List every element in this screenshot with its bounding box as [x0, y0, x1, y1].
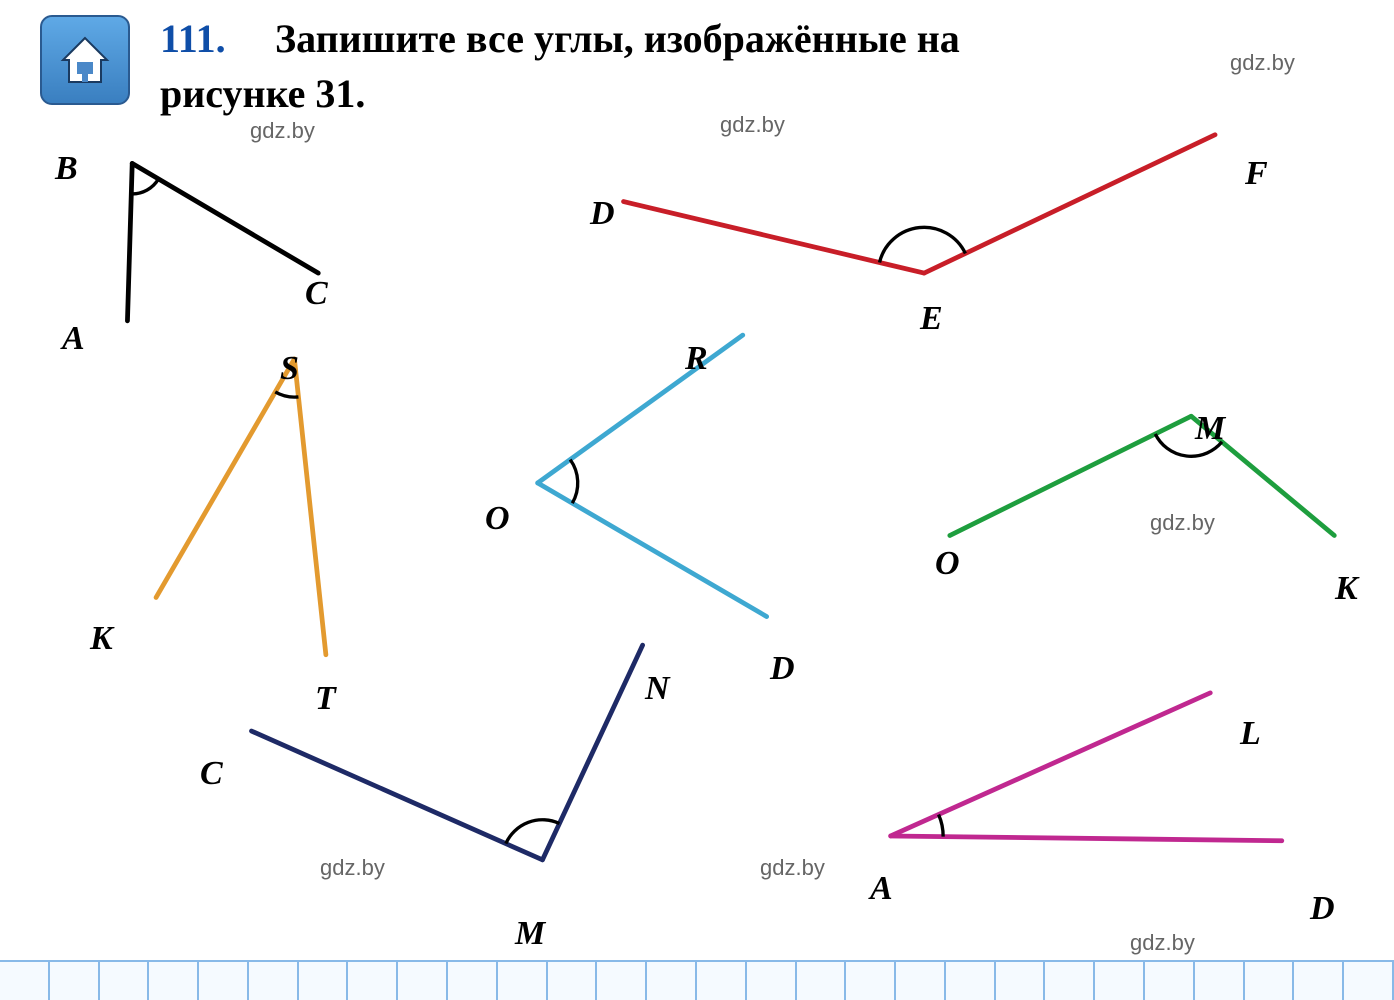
point-label-L: L — [1240, 715, 1261, 753]
point-label-D: D — [1310, 890, 1335, 928]
grid-cell — [1245, 960, 1295, 1000]
grid-cell — [249, 960, 299, 1000]
watermark: gdz.by — [1230, 50, 1295, 76]
point-label-F: F — [1245, 155, 1268, 193]
grid-cell — [50, 960, 100, 1000]
grid-cell — [1095, 960, 1145, 1000]
grid-ruler — [0, 960, 1394, 1000]
grid-cell — [100, 960, 150, 1000]
grid-cell — [1145, 960, 1195, 1000]
grid-cell — [1294, 960, 1344, 1000]
grid-cell — [896, 960, 946, 1000]
point-label-S: S — [280, 350, 299, 388]
grid-cell — [199, 960, 249, 1000]
point-label-O: O — [485, 500, 510, 538]
point-label-A: A — [870, 870, 893, 908]
grid-cell — [1344, 960, 1394, 1000]
grid-cell — [149, 960, 199, 1000]
grid-cell — [946, 960, 996, 1000]
point-label-R: R — [685, 340, 708, 378]
grid-cell — [747, 960, 797, 1000]
page-container: 111. Запишите все углы, изображённые на … — [0, 0, 1394, 1000]
problem-number: 111. — [160, 15, 226, 62]
grid-cell — [797, 960, 847, 1000]
point-label-M: M — [1195, 410, 1225, 448]
grid-cell — [846, 960, 896, 1000]
point-label-A: A — [62, 320, 85, 358]
grid-cell — [548, 960, 598, 1000]
house-icon — [40, 15, 130, 105]
grid-cell — [1195, 960, 1245, 1000]
point-label-T: T — [315, 680, 336, 718]
point-label-C: C — [305, 275, 328, 313]
grid-cell — [647, 960, 697, 1000]
grid-cell — [448, 960, 498, 1000]
point-label-D: D — [590, 195, 615, 233]
grid-cell — [299, 960, 349, 1000]
grid-cell — [348, 960, 398, 1000]
grid-cell — [398, 960, 448, 1000]
grid-cell — [697, 960, 747, 1000]
grid-cell — [597, 960, 647, 1000]
point-label-N: N — [645, 670, 670, 708]
problem-text-line1: Запишите все углы, изображённые на — [275, 15, 960, 62]
point-label-O: O — [935, 545, 960, 583]
point-label-M: M — [515, 915, 545, 953]
grid-cell — [996, 960, 1046, 1000]
problem-text-line2: рисунке 31. — [160, 70, 365, 117]
grid-cell — [498, 960, 548, 1000]
point-label-E: E — [920, 300, 943, 338]
point-label-K: K — [1335, 570, 1358, 608]
point-label-D: D — [770, 650, 795, 688]
figure-svg — [0, 130, 1394, 960]
grid-cell — [0, 960, 50, 1000]
point-label-K: K — [90, 620, 113, 658]
grid-cell — [1045, 960, 1095, 1000]
point-label-C: C — [200, 755, 223, 793]
point-label-B: B — [55, 150, 78, 188]
